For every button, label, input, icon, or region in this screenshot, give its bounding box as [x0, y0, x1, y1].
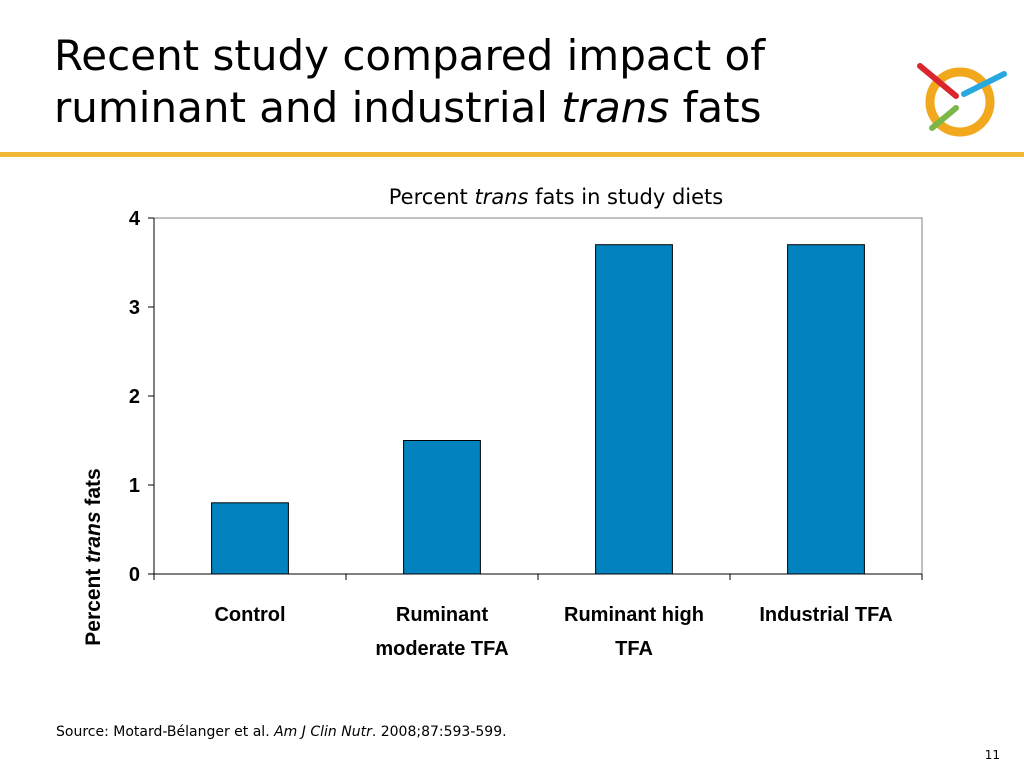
bar-chart: Percent trans fats in study diets Percen… — [82, 185, 923, 660]
chart-title: Percent trans fats in study diets — [389, 185, 724, 209]
x-tick-label-line: Ruminant high — [564, 604, 704, 626]
logo-icon — [917, 63, 1007, 137]
bar-0 — [211, 502, 289, 575]
x-tick-label-line: Industrial TFA — [759, 604, 892, 626]
x-tick-label: Industrial TFA — [759, 604, 892, 626]
x-tick-label: Control — [214, 604, 285, 626]
slide-title: Recent study compared impact of ruminant… — [54, 30, 894, 134]
y-tick-label: 0 — [129, 564, 140, 586]
bar-3 — [787, 244, 865, 575]
x-tick-label-line: Control — [214, 604, 285, 626]
y-tick-label: 3 — [129, 297, 140, 319]
title-text-italic: trans — [561, 83, 670, 132]
bar-2 — [595, 244, 673, 575]
chart-title-text-1: Percent — [389, 185, 475, 209]
x-axis: Control Ruminant moderate TFA Ruminant high… — [153, 573, 923, 660]
y-tick-label: 2 — [129, 386, 140, 408]
title-divider — [0, 152, 1024, 157]
y-axis-label-text-italic: trans — [82, 511, 105, 562]
source-prefix: Source: Motard-Bélanger et al. — [56, 724, 275, 740]
source-suffix: . 2008;87:593-599. — [371, 724, 507, 740]
source-citation: Source: Motard-Bélanger et al. Am J Clin… — [56, 724, 507, 740]
x-tick-label: Ruminant moderate TFA — [375, 604, 508, 660]
page-number: 11 — [984, 748, 1000, 762]
y-axis-label: Percent trans fats — [82, 468, 105, 645]
y-axis-label-text-1: Percent — [82, 563, 105, 646]
chart-title-text-italic: trans — [474, 185, 528, 209]
chart-title-text-2: fats in study diets — [528, 185, 723, 209]
y-axis-label-text-2: fats — [82, 468, 105, 511]
y-tick-label: 1 — [129, 475, 140, 497]
bar-1 — [403, 440, 481, 575]
y-axis: 0 1 2 3 4 — [129, 208, 155, 586]
x-tick-label: Ruminant high TFA — [564, 604, 704, 660]
x-tick-label-line: moderate TFA — [375, 638, 508, 660]
title-text-2: fats — [669, 83, 762, 132]
x-tick-label-line: TFA — [615, 638, 653, 660]
y-tick-label: 4 — [129, 208, 141, 230]
source-journal: Am J Clin Nutr — [274, 724, 372, 740]
bar-group — [211, 244, 865, 575]
title-text-1: Recent study compared impact of ruminant… — [54, 31, 766, 132]
x-tick-label-line: Ruminant — [396, 604, 489, 626]
